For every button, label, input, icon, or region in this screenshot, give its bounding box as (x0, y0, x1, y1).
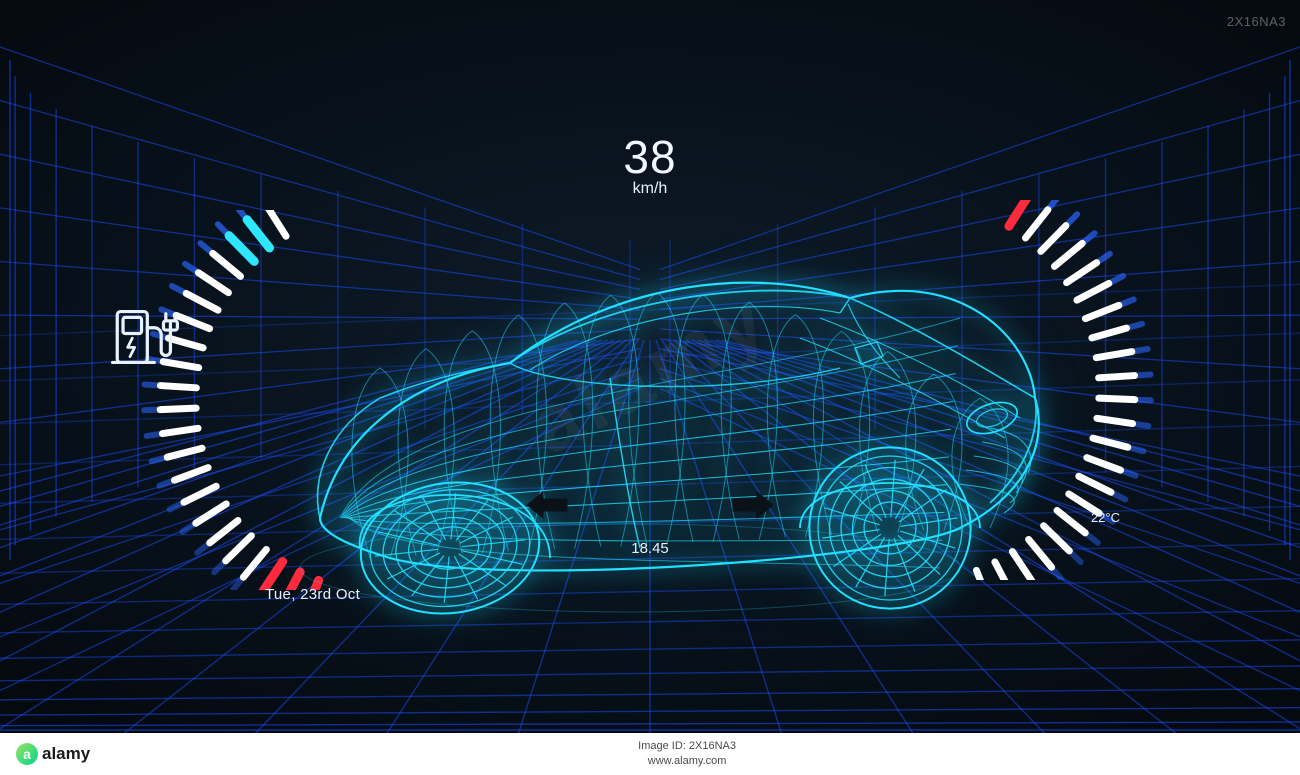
watermark-diagonal: alamy (515, 271, 785, 473)
turn-signals (525, 480, 775, 530)
footer-left: a alamy (16, 743, 90, 765)
footer-center: Image ID: 2X16NA3 www.alamy.com (108, 739, 1266, 769)
footer-image-id: Image ID: 2X16NA3 (108, 739, 1266, 754)
speedometer: 38 km/h (440, 70, 860, 198)
footer-url: www.alamy.com (108, 754, 1266, 769)
alamy-logo-text: alamy (42, 744, 90, 764)
alamy-logo: a alamy (16, 743, 90, 765)
dashboard-stage: alamy 38 km/h (0, 0, 1300, 775)
turn-left-icon (525, 488, 569, 522)
date-label: Tue, 23rd Oct (265, 586, 360, 603)
watermark-id: 2X16NA3 (1227, 14, 1286, 29)
alamy-logo-mark: a (16, 743, 38, 765)
time-label: 18.45 (631, 540, 669, 557)
speed-value: 38 (440, 130, 860, 184)
temperature-label: 22°C (1091, 510, 1120, 525)
right-gauge (945, 200, 1205, 580)
left-gauge (90, 210, 350, 590)
speed-unit: km/h (440, 180, 860, 198)
footer-bar: a alamy Image ID: 2X16NA3 www.alamy.com (0, 733, 1300, 775)
turn-right-icon (731, 488, 775, 522)
charging-station-icon (108, 300, 182, 374)
car-wireframe (200, 128, 1100, 648)
